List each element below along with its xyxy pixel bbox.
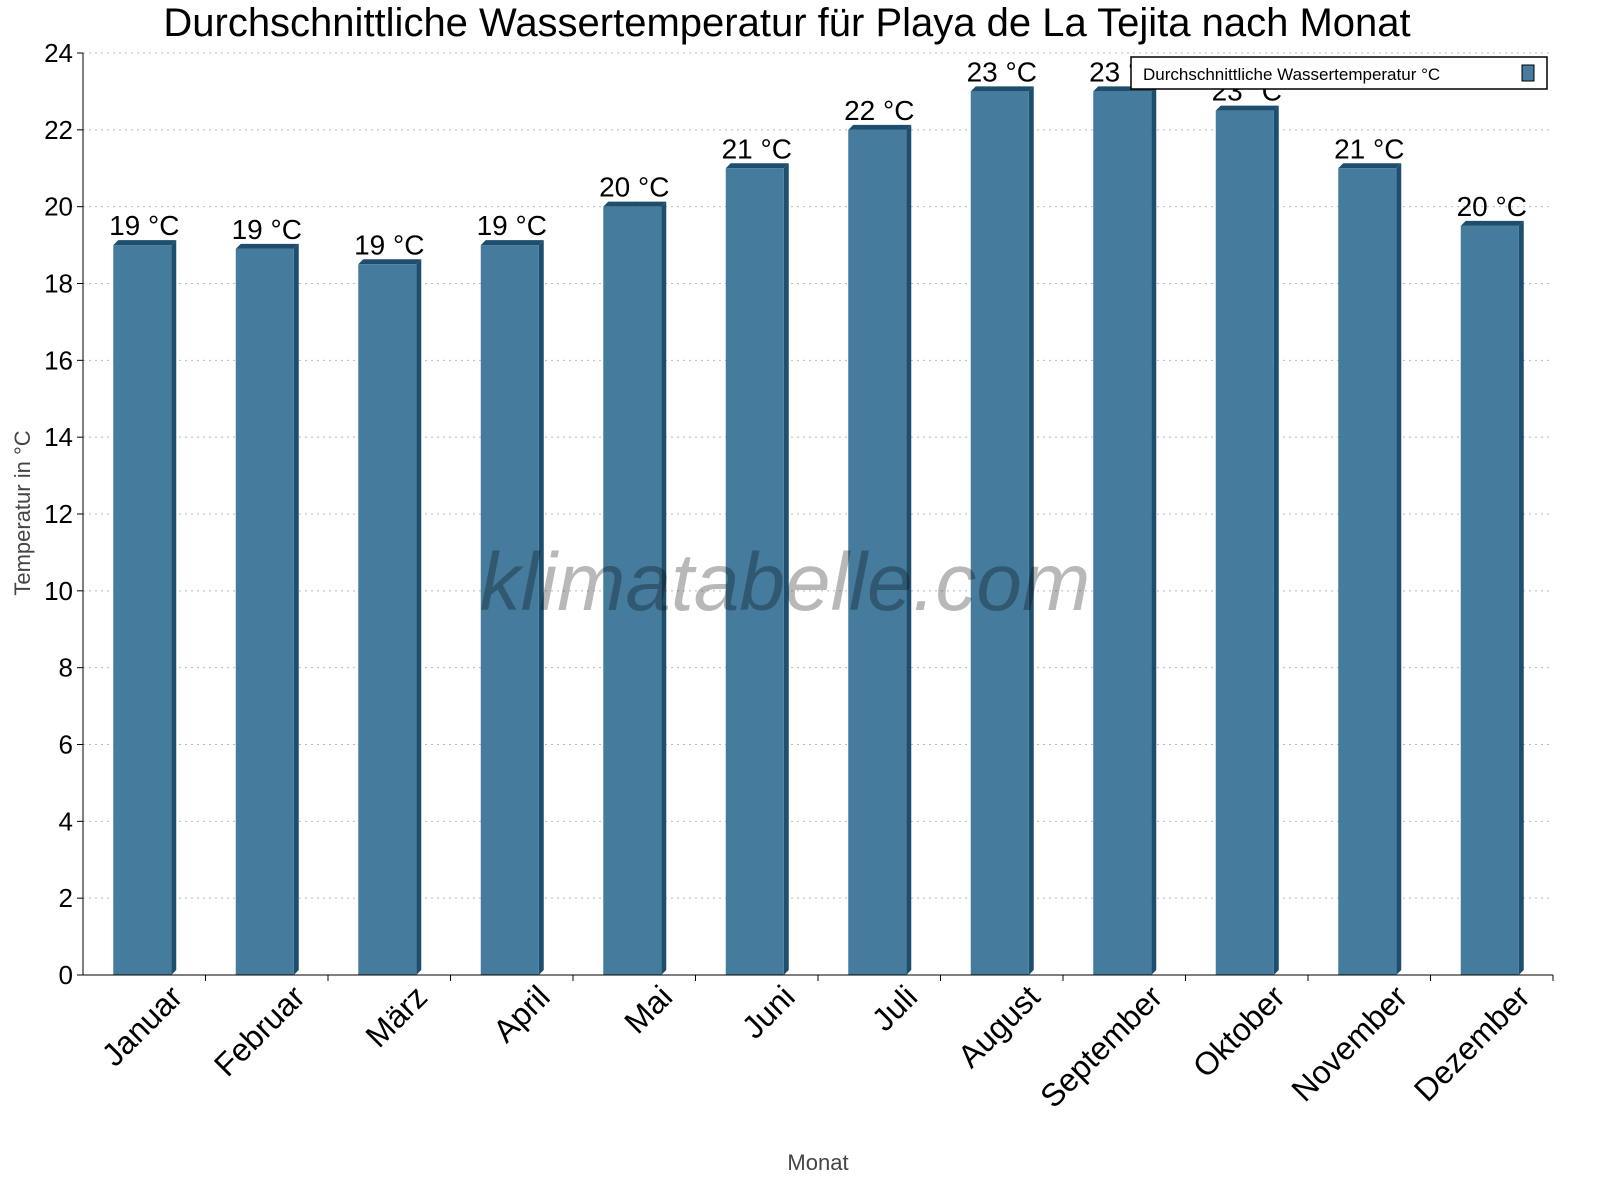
data-label: 20 °C (599, 172, 669, 203)
bar (848, 129, 907, 976)
x-tick-label: Dezember (1407, 978, 1537, 1108)
x-tick-label: November (1284, 978, 1414, 1108)
bar-side (661, 201, 667, 975)
bar-side (906, 124, 912, 976)
data-label: 21 °C (722, 133, 792, 164)
bar (1338, 168, 1397, 975)
data-label: 19 °C (354, 229, 424, 260)
data-label: 23 °C (967, 56, 1037, 87)
bar-top (1338, 163, 1402, 169)
bar-top (235, 243, 299, 249)
bar-top (848, 124, 912, 130)
bar (1460, 225, 1519, 975)
bar (358, 264, 417, 976)
bar-top (1215, 105, 1279, 111)
y-tick-label: 0 (59, 960, 73, 990)
legend: Durchschnittliche Wassertemperatur °C (1130, 56, 1548, 90)
bar-side (416, 259, 422, 976)
bar-side (1518, 220, 1524, 975)
y-tick-label: 20 (44, 192, 73, 222)
y-tick-label: 10 (44, 576, 73, 606)
bar-top (603, 201, 667, 207)
x-tick-label: Juni (735, 978, 802, 1045)
x-tick-label: August (951, 978, 1047, 1074)
bar-side (1396, 163, 1402, 975)
bar (970, 91, 1029, 975)
data-label: 22 °C (844, 95, 914, 126)
data-label: 19 °C (232, 214, 302, 245)
bar-top (970, 86, 1034, 92)
bar (113, 245, 172, 976)
y-tick-label: 16 (44, 345, 73, 375)
watermark: klimatabelle.com (480, 537, 1091, 628)
x-tick-label: März (358, 978, 434, 1054)
bar (480, 245, 539, 976)
data-label: 19 °C (477, 210, 547, 241)
bar (235, 248, 294, 976)
bar-top (725, 163, 789, 169)
bar-side (783, 163, 789, 975)
y-tick-label: 12 (44, 499, 73, 529)
bar-top (113, 240, 177, 246)
y-tick-label: 14 (44, 422, 73, 452)
bar-side (538, 240, 544, 976)
bar-side (1028, 86, 1034, 975)
x-tick-label: Februar (207, 978, 312, 1083)
x-axis-label: Monat (787, 1150, 848, 1175)
x-tick-label: Mai (617, 978, 679, 1040)
y-tick-label: 18 (44, 269, 73, 299)
legend-swatch (1521, 64, 1535, 82)
bar (1093, 91, 1152, 975)
bar-side (1151, 86, 1157, 975)
y-tick-label: 4 (59, 806, 73, 836)
x-tick-label: Oktober (1186, 978, 1292, 1084)
x-tick-label: April (486, 978, 557, 1049)
bar-side (293, 243, 299, 976)
bar (603, 206, 662, 975)
bar (1215, 110, 1274, 975)
data-label: 19 °C (109, 210, 179, 241)
y-axis-label: Temperatur in °C (10, 430, 35, 595)
y-tick-label: 2 (59, 883, 73, 913)
bar-top (1460, 220, 1524, 226)
data-label: 21 °C (1334, 133, 1404, 164)
bar-side (171, 240, 177, 976)
x-tick-label: Januar (95, 978, 190, 1073)
legend-label: Durchschnittliche Wassertemperatur °C (1143, 65, 1440, 84)
bar-top (358, 259, 422, 265)
chart-title: Durchschnittliche Wassertemperatur für P… (163, 1, 1410, 45)
bar-top (480, 240, 544, 246)
x-tick-label: Juli (865, 978, 924, 1037)
y-tick-label: 22 (44, 115, 73, 145)
y-tick-label: 8 (59, 653, 73, 683)
x-tick-label: September (1033, 978, 1169, 1114)
bar-side (1273, 105, 1279, 975)
y-tick-label: 6 (59, 730, 73, 760)
data-label: 20 °C (1457, 191, 1527, 222)
y-tick-label: 24 (44, 38, 73, 68)
bar (725, 168, 784, 975)
